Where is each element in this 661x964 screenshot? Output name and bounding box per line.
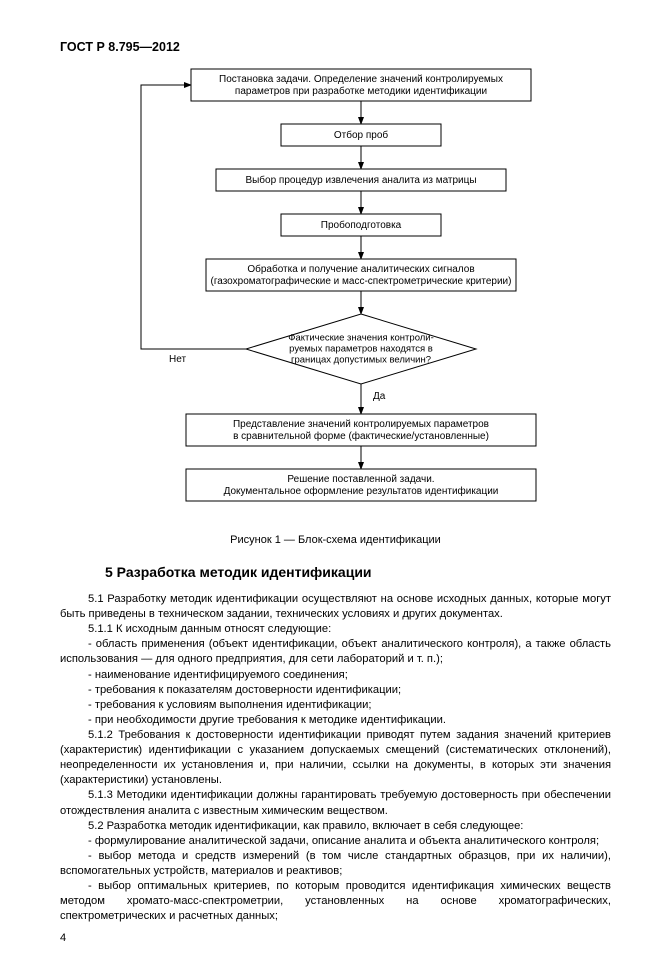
flow-node-text: Постановка задачи. Определение значений … bbox=[219, 74, 503, 85]
paragraph: 5.1.2 Требования к достоверности идентиф… bbox=[60, 728, 611, 788]
page: ГОСТ Р 8.795—2012 Да Нет Постановка задачи… bbox=[0, 0, 661, 964]
flow-edge-label: Да bbox=[373, 391, 386, 402]
flow-node-text: границах допустимых величин? bbox=[290, 355, 430, 366]
paragraph: 5.1.1 К исходным данным относят следующи… bbox=[60, 622, 611, 637]
flow-node-text: Представление значений контролируемых па… bbox=[232, 419, 488, 430]
flow-node-text: Пробоподготовка bbox=[320, 219, 401, 231]
flow-edge-label: Нет bbox=[169, 354, 186, 365]
flow-node-text: (газохроматографические и масс-спектроме… bbox=[210, 275, 511, 287]
flow-edge bbox=[141, 85, 246, 349]
figure-caption: Рисунок 1 — Блок-схема идентификации bbox=[60, 534, 611, 546]
paragraph: - при необходимости другие требования к … bbox=[60, 713, 611, 728]
flow-node-text: Отбор проб bbox=[333, 129, 388, 141]
flow-node-text: Решение поставленной задачи. bbox=[287, 474, 434, 485]
flow-node-text: параметров при разработке методики идент… bbox=[234, 85, 486, 97]
flow-node-text: Документальное оформление результатов ид… bbox=[223, 485, 498, 497]
flowchart-diagram: Да Нет Постановка задачи. Определение знач… bbox=[101, 64, 571, 519]
paragraph: 5.2 Разработка методик идентификации, ка… bbox=[60, 819, 611, 834]
paragraph: - выбор метода и средств измерений (в то… bbox=[60, 849, 611, 879]
paragraph: - требования к показателям достоверности… bbox=[60, 683, 611, 698]
paragraph: 5.1 Разработку методик идентификации осу… bbox=[60, 592, 611, 622]
paragraph: - наименование идентифицируемого соедине… bbox=[60, 668, 611, 683]
flow-node-text: руемых параметров находятся в bbox=[289, 344, 433, 355]
flow-node-text: в сравнительной форме (фактические/устан… bbox=[233, 430, 489, 442]
flow-node-text: Выбор процедур извлечения аналита из мат… bbox=[245, 174, 476, 186]
document-header: ГОСТ Р 8.795—2012 bbox=[60, 40, 611, 54]
paragraph: - область применения (объект идентификац… bbox=[60, 637, 611, 667]
page-number: 4 bbox=[60, 932, 611, 944]
paragraph: - выбор оптимальных критериев, по которы… bbox=[60, 879, 611, 924]
flow-node-text: Обработка и получение аналитических сигн… bbox=[247, 263, 474, 275]
body-text: 5.1 Разработку методик идентификации осу… bbox=[60, 592, 611, 924]
paragraph: - формулирование аналитической задачи, о… bbox=[60, 834, 611, 849]
paragraph: - требования к условиям выполнения идент… bbox=[60, 698, 611, 713]
paragraph: 5.1.3 Методики идентификации должны гара… bbox=[60, 788, 611, 818]
section-title: 5 Разработка методик идентификации bbox=[105, 564, 611, 580]
flow-node-text: Фактические значения контроли- bbox=[288, 333, 434, 344]
